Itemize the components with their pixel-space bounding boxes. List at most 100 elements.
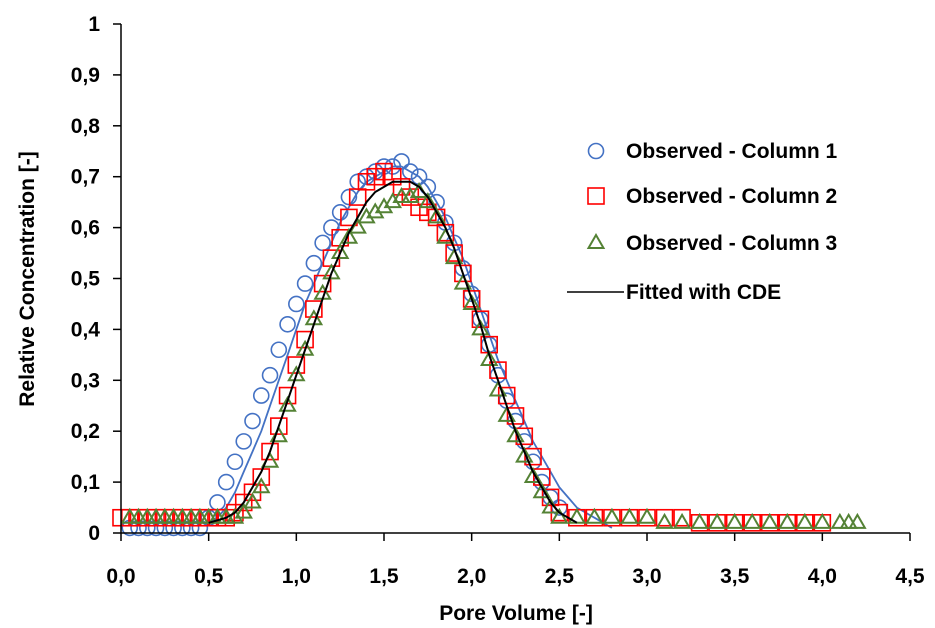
- data-point-circle: [252, 387, 270, 404]
- data-point-circle: [217, 473, 235, 491]
- series-2: [120, 181, 867, 529]
- data-point-triangle: [295, 339, 315, 356]
- y-tick-label: 0,6: [71, 217, 100, 240]
- data-point-circle: [270, 341, 288, 359]
- data-point-triangle: [208, 507, 227, 524]
- data-point-triangle: [357, 207, 376, 224]
- data-point-triangle: [155, 507, 175, 524]
- data-point-triangle: [330, 243, 350, 260]
- data-point-triangle: [164, 507, 183, 524]
- y-tick-label: 0,8: [71, 115, 101, 138]
- data-point-triangle: [374, 197, 394, 214]
- data-point-triangle: [225, 507, 245, 524]
- data-point-triangle: [550, 507, 569, 524]
- legend-label-column-2: Observed - Column 2: [626, 185, 837, 208]
- data-point-triangle: [585, 507, 604, 524]
- data-point-square: [305, 300, 323, 318]
- data-point-square: [655, 508, 674, 527]
- y-tick-label: 0,5: [71, 268, 101, 291]
- data-point-square: [524, 447, 542, 466]
- x-tick-label: 1,5: [369, 565, 399, 588]
- x-tick-label: 4,0: [808, 565, 837, 588]
- data-point-triangle: [146, 507, 166, 524]
- data-point-circle: [235, 433, 253, 450]
- data-point-circle: [226, 453, 244, 471]
- data-point-circle: [209, 494, 226, 511]
- data-point-square: [462, 290, 481, 308]
- y-tick-label: 0,4: [71, 318, 101, 341]
- y-tick-label: 0,9: [71, 64, 100, 87]
- data-point-circle: [279, 316, 296, 333]
- data-point-triangle: [366, 202, 385, 219]
- series-1: [112, 162, 832, 532]
- data-point-triangle: [602, 507, 622, 524]
- legend-triangle-marker: [586, 232, 606, 249]
- x-tick-label: 0,5: [194, 565, 224, 588]
- data-point-triangle: [479, 349, 499, 366]
- data-point-triangle: [234, 502, 253, 519]
- y-axis-title: Relative Concentration [-]: [16, 151, 39, 407]
- data-point-square: [515, 427, 534, 446]
- data-point-square: [673, 508, 691, 527]
- y-tick-label: 1: [88, 13, 100, 36]
- data-point-square: [252, 468, 271, 486]
- data-point-triangle: [339, 227, 359, 244]
- fit-line: [208, 165, 613, 529]
- data-point-triangle: [637, 507, 657, 524]
- data-point-triangle: [760, 512, 779, 529]
- x-tick-label: 2,0: [457, 565, 486, 588]
- data-point-triangle: [348, 217, 367, 234]
- data-point-square: [261, 442, 279, 461]
- legend: Observed - Column 1 Observed - Column 2 …: [567, 140, 838, 304]
- x-tick-label: 1,0: [282, 565, 311, 588]
- data-point-triangle: [795, 512, 815, 529]
- legend-item-column-1: Observed - Column 1: [587, 140, 838, 163]
- data-point-triangle: [243, 492, 262, 509]
- data-point-triangle: [120, 507, 139, 524]
- data-point-triangle: [418, 192, 438, 209]
- legend-item-fitted: Fitted with CDE: [567, 281, 781, 304]
- data-point-square: [269, 417, 288, 435]
- data-point-circle: [261, 366, 279, 384]
- data-point-triangle: [532, 482, 552, 499]
- legend-label-fitted: Fitted with CDE: [626, 281, 781, 304]
- data-point-triangle: [181, 507, 201, 524]
- data-point-triangle: [287, 365, 306, 382]
- x-tick-label: 0,0: [106, 565, 135, 588]
- data-point-triangle: [383, 192, 402, 209]
- data-point-triangle: [129, 507, 148, 524]
- data-point-triangle: [252, 477, 271, 494]
- data-point-triangle: [848, 512, 867, 529]
- data-point-square: [454, 264, 472, 283]
- y-tick-label: 0: [88, 522, 100, 545]
- data-point-triangle: [707, 512, 727, 529]
- y-tick-label: 0,7: [71, 166, 100, 189]
- legend-label-column-3: Observed - Column 3: [626, 232, 837, 255]
- y-tick-label: 0,2: [71, 420, 100, 443]
- data-point-triangle: [138, 507, 157, 524]
- data-point-triangle: [725, 512, 744, 529]
- data-point-circle: [288, 295, 305, 313]
- series-0: [121, 153, 568, 537]
- data-point-triangle: [392, 187, 411, 204]
- data-point-triangle: [813, 512, 832, 529]
- legend-item-column-3: Observed - Column 3: [586, 232, 837, 255]
- series-4: [208, 165, 613, 529]
- x-tick-label: 2,5: [545, 565, 575, 588]
- data-point-triangle: [839, 512, 858, 529]
- x-axis-title: Pore Volume [-]: [439, 602, 593, 625]
- data-point-circle: [314, 234, 331, 252]
- data-point-triangle: [427, 207, 446, 224]
- legend-item-column-2: Observed - Column 2: [587, 185, 837, 208]
- data-point-circle: [296, 275, 314, 292]
- legend-square-marker: [587, 187, 605, 205]
- fit-line: [208, 180, 578, 524]
- x-tick-label: 3,0: [632, 565, 661, 588]
- data-point-triangle: [515, 446, 534, 463]
- data-point-square: [436, 223, 455, 242]
- data-point-circle: [244, 412, 261, 430]
- data-point-triangle: [523, 467, 543, 484]
- data-point-circle: [305, 254, 323, 272]
- data-point-square: [506, 407, 525, 425]
